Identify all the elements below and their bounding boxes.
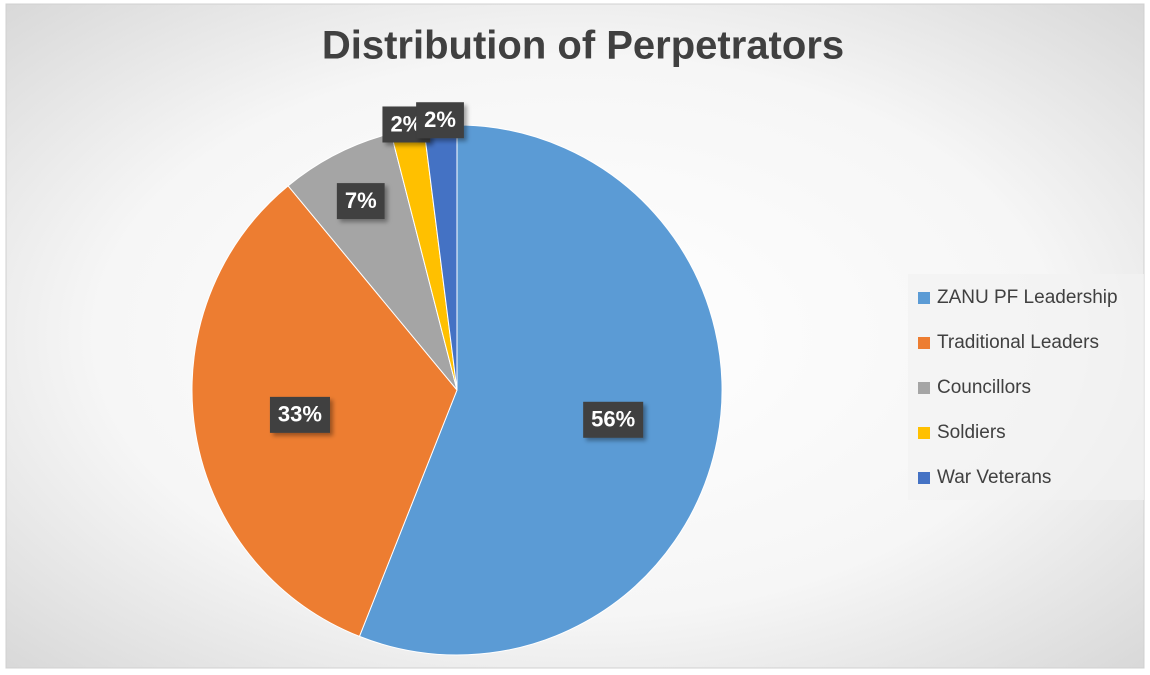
data-label: 2% (424, 107, 456, 132)
legend-box (908, 274, 1144, 500)
data-label-box (336, 183, 385, 220)
legend-swatch (918, 472, 930, 484)
legend-swatch (918, 382, 930, 394)
data-label: 7% (345, 188, 377, 213)
legend-swatch (918, 337, 930, 349)
legend-swatch (918, 427, 930, 439)
legend-label: Traditional Leaders (937, 332, 1099, 353)
legend-label: Soldiers (937, 422, 1006, 443)
data-label: 33% (278, 402, 322, 427)
chart-title: Distribution of Perpetrators (322, 24, 844, 68)
legend-label: War Veterans (937, 467, 1051, 488)
data-label-box (416, 102, 464, 139)
legend-label: Councillors (937, 377, 1031, 398)
pie-slice (358, 124, 723, 656)
legend-swatch (918, 292, 930, 304)
data-label: 56% (591, 407, 635, 432)
data-label-box (269, 396, 330, 433)
data-label-box (583, 401, 644, 438)
legend-label: ZANU PF Leadership (937, 287, 1118, 308)
